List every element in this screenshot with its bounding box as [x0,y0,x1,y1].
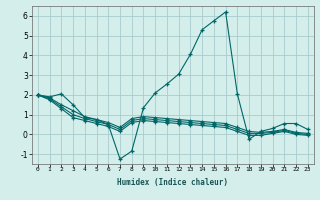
X-axis label: Humidex (Indice chaleur): Humidex (Indice chaleur) [117,178,228,187]
